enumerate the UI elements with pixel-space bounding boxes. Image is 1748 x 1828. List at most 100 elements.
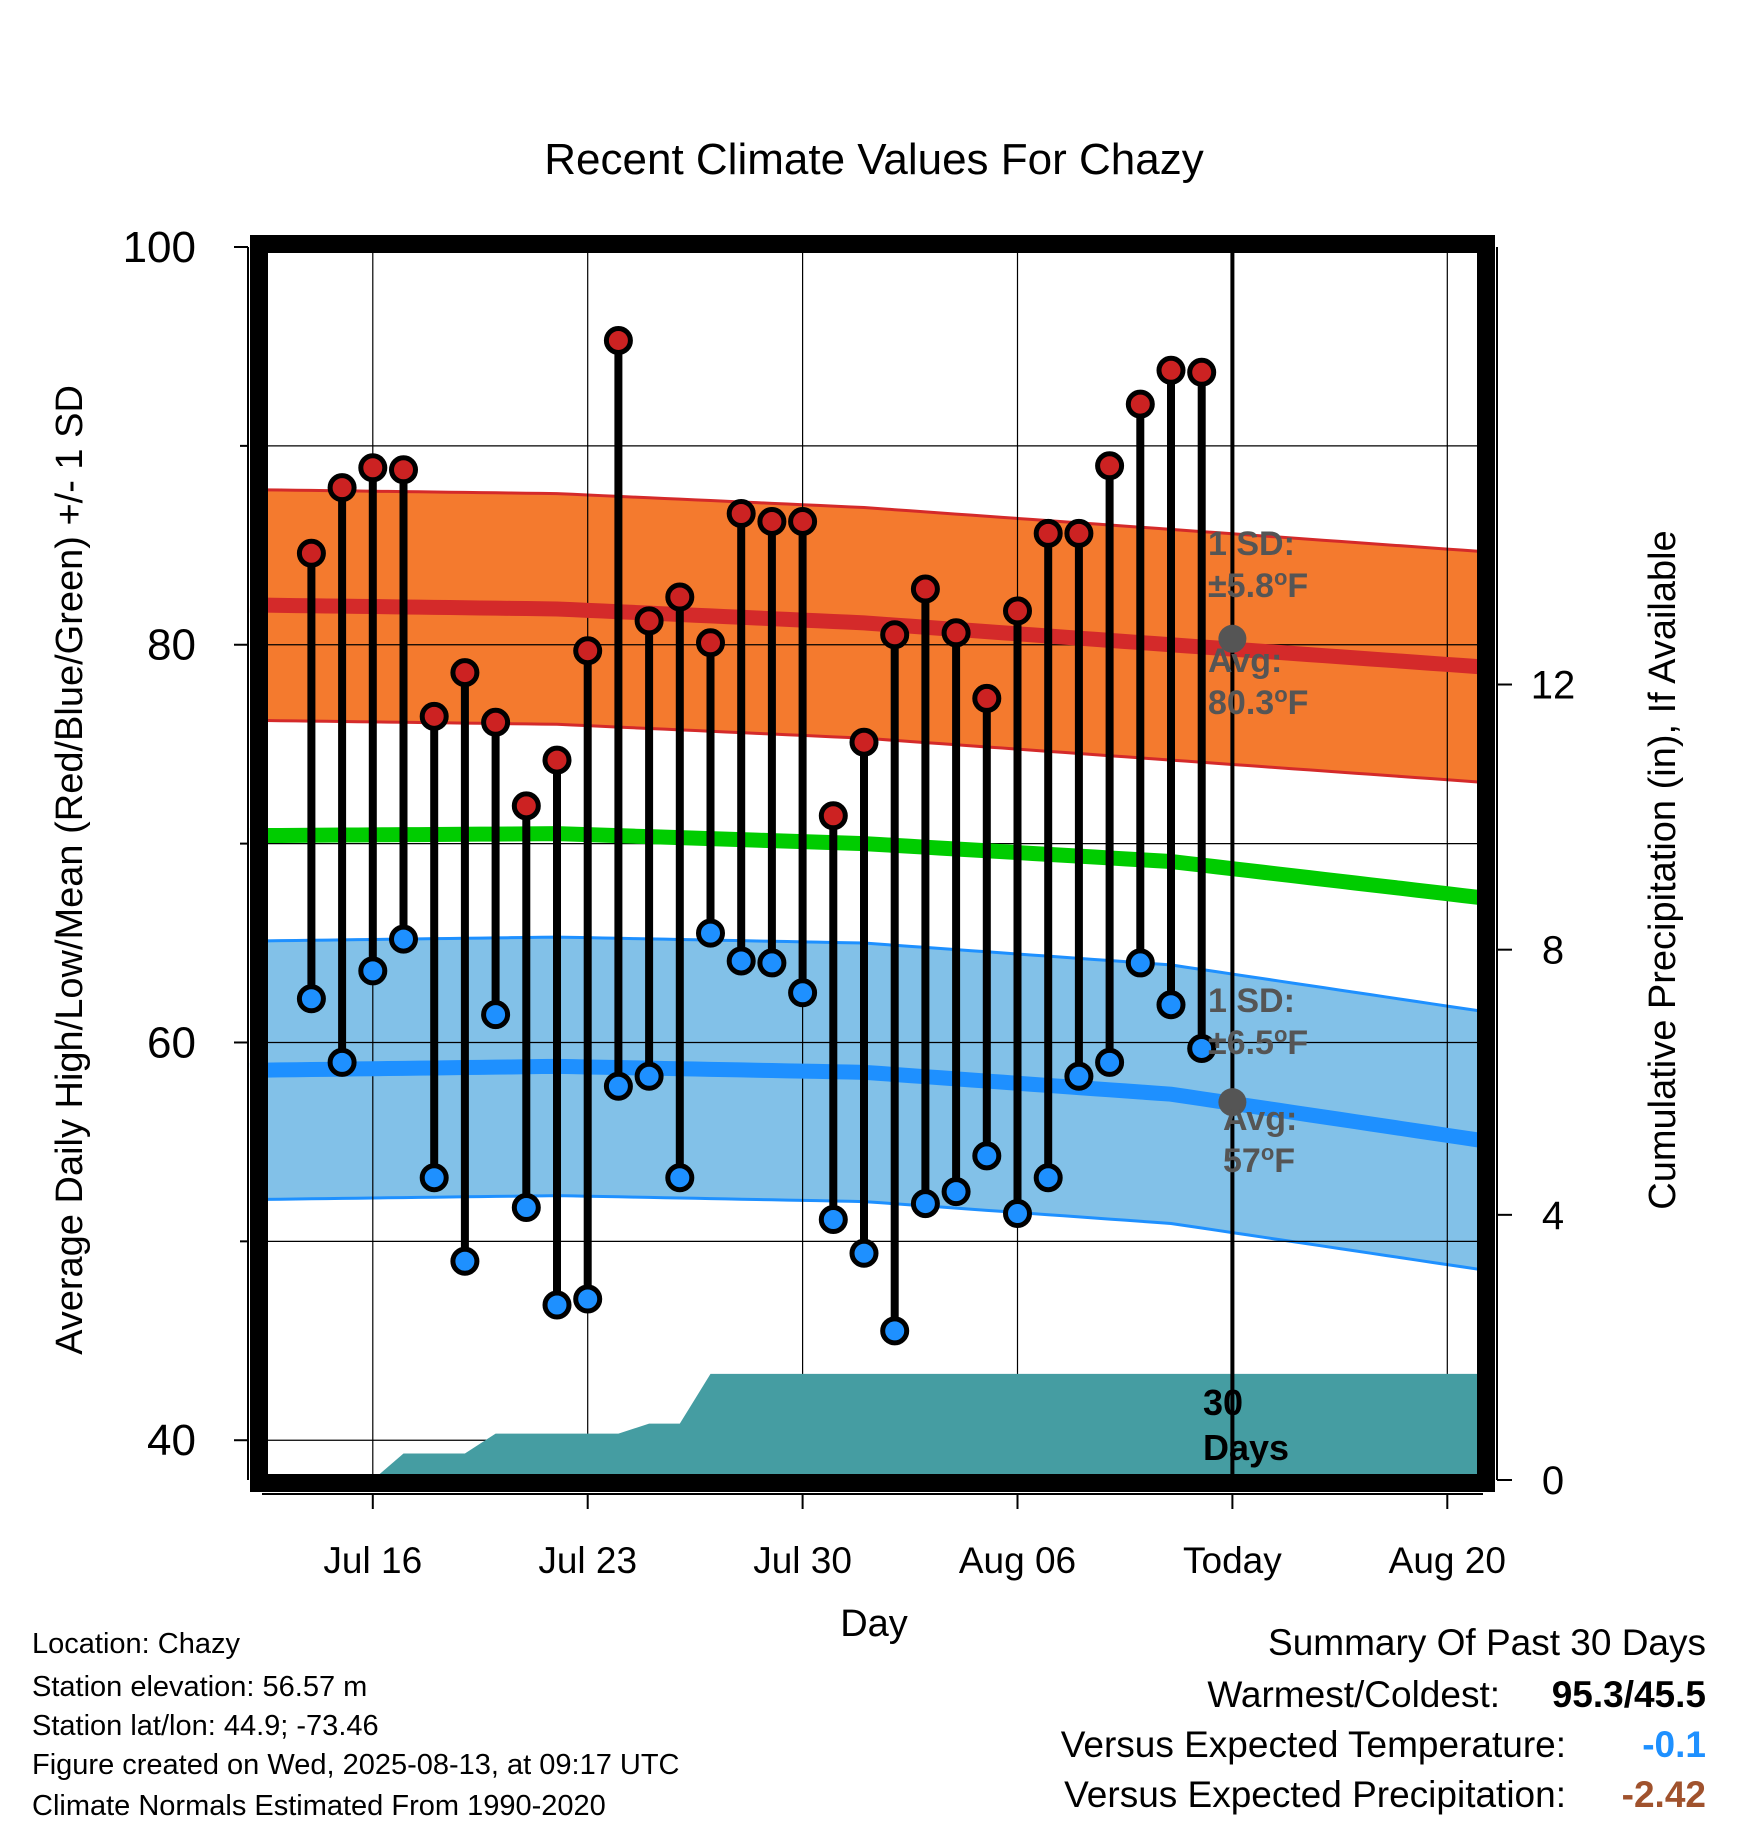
y-tick-label: 100 (123, 223, 196, 272)
high-marker (603, 325, 633, 355)
low-marker (450, 1246, 480, 1276)
summary-precip-label: Versus Expected Precipitation: (1064, 1774, 1566, 1815)
y2-tick-label: 12 (1531, 664, 1576, 708)
high-sd-annotation: ±5.8oF (1208, 565, 1308, 606)
low-marker (1095, 1047, 1125, 1077)
low-marker (358, 956, 388, 986)
high-marker (1003, 596, 1032, 626)
high-marker (358, 453, 388, 483)
low-avg-dot (1218, 1088, 1247, 1117)
x-tick-label: Jul 16 (323, 1540, 422, 1581)
y-tick-label: 40 (147, 1416, 196, 1465)
y2-tick-label: 8 (1542, 929, 1564, 973)
low-avg-annotation: 57oF (1223, 1140, 1295, 1181)
low-marker (1033, 1163, 1063, 1193)
high-marker (1064, 518, 1094, 548)
plot-border (250, 235, 1495, 1492)
low-marker (818, 1204, 848, 1234)
high-marker (818, 801, 848, 831)
low-marker (788, 978, 818, 1008)
low-marker (296, 984, 326, 1014)
high-marker (726, 498, 756, 528)
high-avg-annotation: Avg: (1208, 642, 1282, 680)
low-marker (389, 924, 418, 954)
high-marker (972, 683, 1002, 713)
high-marker (573, 636, 603, 666)
high-marker (511, 791, 541, 821)
y-tick-label: 80 (147, 621, 196, 670)
summary-warm-cold-label: Warmest/Coldest: (1207, 1674, 1500, 1715)
low-marker (419, 1163, 449, 1193)
summary-precip-value: -2.42 (1621, 1774, 1706, 1815)
high-marker (1187, 357, 1217, 387)
high-marker (327, 473, 357, 503)
grid-lines (262, 246, 1483, 1480)
high-marker (880, 620, 910, 650)
high-marker (696, 628, 725, 658)
low-marker (696, 918, 725, 948)
info-elevation: Station elevation: 56.57 m (32, 1671, 368, 1703)
plot-frame (250, 235, 1495, 1492)
high-marker (941, 618, 971, 648)
x-axis-label: Day (840, 1603, 908, 1645)
y2-tick-label: 0 (1542, 1459, 1564, 1503)
x-tick-label: Aug 06 (959, 1540, 1076, 1581)
low-marker (542, 1290, 572, 1320)
high-marker (910, 574, 940, 604)
summary-warm-cold-value: 95.3/45.5 (1551, 1674, 1706, 1715)
high-marker (634, 606, 664, 636)
axes: 100 80 60 40 0 4 8 12 Jul 16 Jul 23 Jul 30 Aug 06 To… (123, 223, 1576, 1581)
daily-markers (296, 325, 1217, 1346)
precipitation-area (372, 1373, 1478, 1480)
high-marker (788, 506, 818, 536)
x-tick-label: Jul 23 (538, 1540, 637, 1581)
y2-axis-label: Cumulative Precipitation (in), If Availa… (1642, 530, 1684, 1209)
summary-title: Summary Of Past 30 Days (1268, 1622, 1706, 1663)
high-sd-annotation: 1 SD: (1208, 525, 1295, 563)
low-marker (603, 1071, 633, 1101)
high-marker (849, 727, 879, 757)
days-annotation: Days (1203, 1427, 1289, 1468)
low-marker (880, 1316, 910, 1346)
low-marker (1003, 1199, 1032, 1229)
high-marker (419, 701, 449, 731)
low-marker (972, 1141, 1002, 1171)
info-normals: Climate Normals Estimated From 1990-2020 (32, 1790, 606, 1822)
low-marker (665, 1163, 695, 1193)
info-latlon: Station lat/lon: 44.9; -73.46 (32, 1710, 379, 1742)
low-marker (1187, 1033, 1217, 1063)
high-marker (1033, 518, 1063, 548)
low-marker (757, 948, 787, 978)
x-tick-label: Aug 20 (1389, 1540, 1506, 1581)
info-created: Figure created on Wed, 2025-08-13, at 09… (32, 1749, 680, 1781)
low-sd-annotation: ±6.5oF (1208, 1022, 1308, 1063)
high-marker (1156, 355, 1186, 385)
normal-high-line (249, 597, 1479, 675)
high-marker (1125, 389, 1155, 419)
info-location: Location: Chazy (32, 1628, 240, 1660)
high-band-upper-edge (249, 488, 1479, 553)
high-marker (542, 745, 572, 775)
y2-tick-label: 4 (1542, 1194, 1564, 1238)
precip-area (372, 1373, 1478, 1480)
high-marker (296, 538, 326, 568)
low-marker (1156, 990, 1186, 1020)
daily-range-stems (307, 340, 1206, 1331)
high-marker (1095, 451, 1125, 481)
high-marker (450, 658, 480, 688)
high-avg-dot (1218, 624, 1247, 653)
low-marker (481, 1000, 511, 1030)
low-marker (327, 1047, 357, 1077)
high-marker (389, 455, 418, 485)
y-axis-label: Average Daily High/Low/Mean (Red/Blue/Gr… (49, 385, 91, 1355)
high-marker (757, 506, 787, 536)
low-marker (1125, 948, 1155, 978)
low-marker (849, 1238, 879, 1268)
low-avg-annotation: Avg: (1223, 1100, 1297, 1138)
low-marker (634, 1061, 664, 1091)
low-marker (1064, 1061, 1094, 1091)
low-sd-annotation: 1 SD: (1208, 982, 1295, 1020)
high-marker (665, 582, 695, 612)
